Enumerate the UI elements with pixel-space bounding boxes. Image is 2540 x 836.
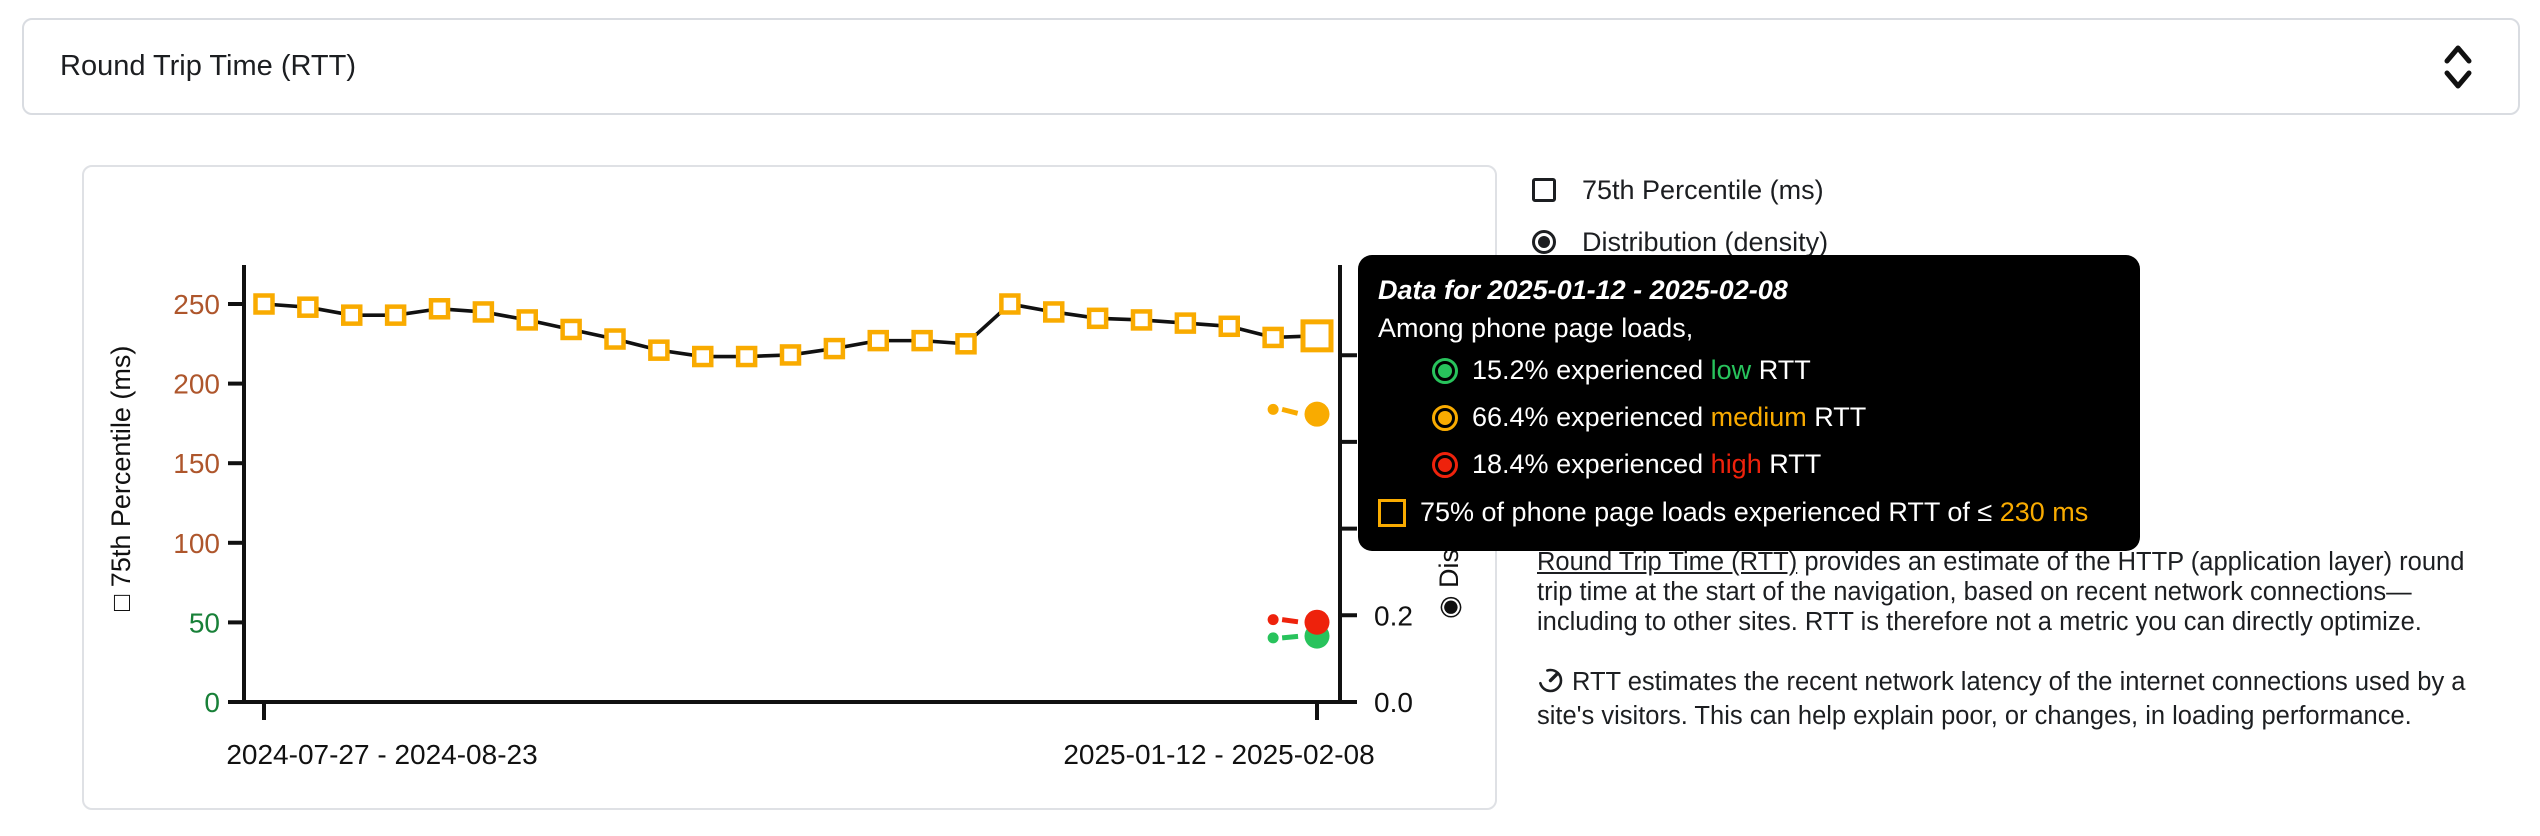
legend-label: 75th Percentile (ms) bbox=[1582, 174, 1824, 205]
chart-card: 0501001502002500.00.20.40.60.82024-07-27… bbox=[82, 165, 1497, 810]
radio-selected-icon[interactable] bbox=[1532, 230, 1556, 254]
svg-text:250: 250 bbox=[173, 289, 220, 320]
chart-tooltip: Data for 2025-01-12 - 2025-02-08 Among p… bbox=[1358, 255, 2140, 551]
tooltip-title: Data for 2025-01-12 - 2025-02-08 bbox=[1378, 275, 1788, 305]
metric-select[interactable]: Round Trip Time (RTT) bbox=[22, 18, 2520, 115]
svg-text:□ 75th Percentile (ms): □ 75th Percentile (ms) bbox=[106, 346, 136, 611]
metric-select-value: Round Trip Time (RTT) bbox=[60, 50, 356, 82]
legend-label: Distribution (density) bbox=[1582, 226, 1829, 257]
p75-value: 230 ms bbox=[1999, 497, 2089, 527]
tooltip-row-low: 15.2% experienced low RTT bbox=[1432, 347, 2118, 394]
high-label: high bbox=[1710, 449, 1762, 479]
tooltip-subtitle: Among phone page loads, bbox=[1378, 313, 1694, 343]
svg-text:0: 0 bbox=[204, 687, 220, 718]
svg-text:100: 100 bbox=[173, 528, 220, 559]
svg-text:0.0: 0.0 bbox=[1374, 687, 1413, 718]
legend-item-distribution[interactable]: Distribution (density) bbox=[1532, 222, 1828, 262]
description-paragraph-1: Round Trip Time (RTT) provides an estima… bbox=[1537, 548, 2465, 636]
high-density-dot-icon bbox=[1432, 451, 1458, 478]
unfold-more-icon bbox=[2438, 39, 2478, 95]
chart-legend: 75th Percentile (ms) Distribution (densi… bbox=[1532, 170, 1828, 262]
rtt-docs-link[interactable]: Round Trip Time (RTT) bbox=[1537, 548, 1798, 576]
svg-text:2025-01-12 - 2025-02-08: 2025-01-12 - 2025-02-08 bbox=[1063, 739, 1374, 770]
p75-square-marker-icon bbox=[1378, 498, 1406, 527]
tooltip-row-p75: 75% of phone page loads experienced RTT … bbox=[1378, 488, 2118, 537]
medium-label: medium bbox=[1710, 402, 1807, 432]
svg-text:2024-07-27 - 2024-08-23: 2024-07-27 - 2024-08-23 bbox=[226, 739, 537, 770]
svg-text:200: 200 bbox=[173, 369, 220, 400]
metric-description: Round Trip Time (RTT) provides an estima… bbox=[1537, 547, 2485, 761]
medium-density-dot-icon bbox=[1432, 404, 1458, 431]
speed-gauge-icon bbox=[1537, 667, 1564, 701]
svg-text:150: 150 bbox=[173, 448, 220, 479]
rtt-chart[interactable]: 0501001502002500.00.20.40.60.82024-07-27… bbox=[84, 167, 1495, 808]
tooltip-row-medium: 66.4% experienced medium RTT bbox=[1432, 394, 2118, 441]
svg-text:0.2: 0.2 bbox=[1374, 600, 1413, 631]
low-density-dot-icon bbox=[1432, 357, 1458, 384]
tooltip-row-high: 18.4% experienced high RTT bbox=[1432, 441, 2118, 488]
checkbox-unchecked-icon[interactable] bbox=[1532, 178, 1556, 202]
low-label: low bbox=[1710, 355, 1752, 385]
legend-item-75th-percentile[interactable]: 75th Percentile (ms) bbox=[1532, 170, 1828, 210]
description-paragraph-2: RTT estimates the recent network latency… bbox=[1537, 667, 2466, 730]
svg-text:50: 50 bbox=[189, 607, 220, 638]
